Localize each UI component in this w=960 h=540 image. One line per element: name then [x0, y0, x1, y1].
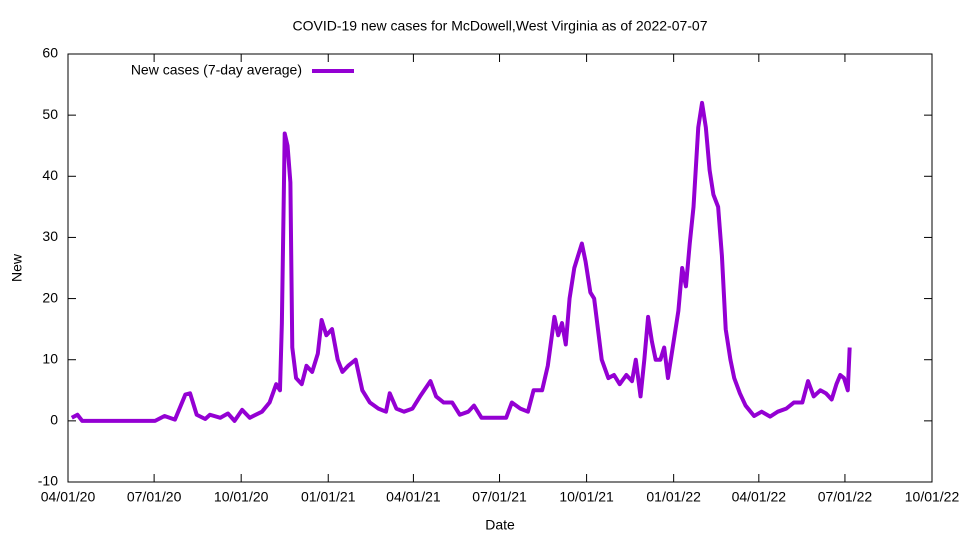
- x-tick-label: 10/01/21: [559, 489, 614, 505]
- x-axis-label: Date: [485, 517, 515, 533]
- x-tick-label: 10/01/22: [905, 489, 960, 505]
- x-tick-label: 07/01/20: [127, 489, 182, 505]
- y-tick-label: 50: [42, 106, 58, 122]
- y-tick-label: -10: [38, 473, 58, 489]
- y-tick-label: 20: [42, 289, 58, 305]
- x-tick-label: 04/01/22: [732, 489, 787, 505]
- x-tick-label: 10/01/20: [214, 489, 269, 505]
- x-tick-label: 01/01/21: [301, 489, 356, 505]
- x-tick-label: 04/01/20: [41, 489, 96, 505]
- x-tick-label: 07/01/22: [818, 489, 873, 505]
- y-tick-label: 60: [42, 45, 58, 61]
- y-tick-label: 10: [42, 350, 58, 366]
- y-tick-label: 30: [42, 228, 58, 244]
- x-tick-label: 01/01/22: [646, 489, 701, 505]
- x-tick-label: 04/01/21: [386, 489, 441, 505]
- x-tick-label: 07/01/21: [472, 489, 527, 505]
- y-axis-label: New: [9, 253, 25, 282]
- y-tick-label: 40: [42, 167, 58, 183]
- chart-title: COVID-19 new cases for McDowell,West Vir…: [293, 18, 708, 34]
- y-tick-label: 0: [50, 412, 58, 428]
- legend-label: New cases (7-day average): [131, 62, 302, 78]
- data-line: [70, 100, 852, 423]
